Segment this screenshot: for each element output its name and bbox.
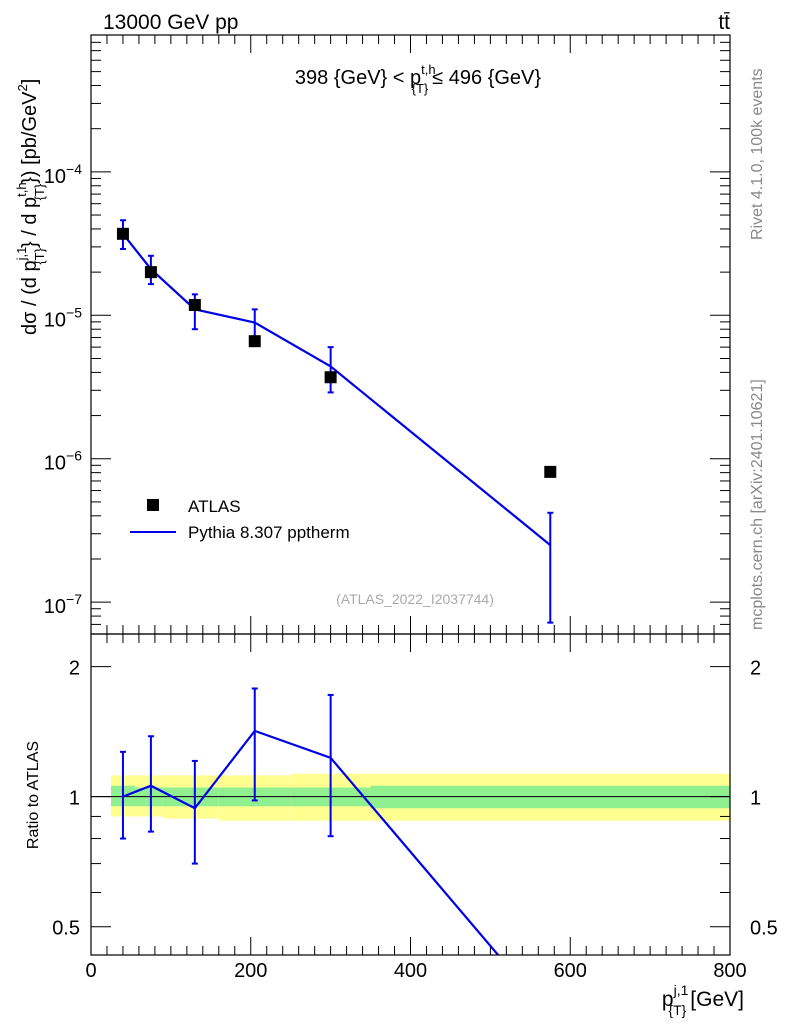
ratio-y-tick-label-right: 1: [750, 788, 761, 810]
main-series: [116, 219, 557, 624]
legend-pythia-label: Pythia 8.307 pptherm: [188, 523, 350, 542]
ratio-y-tick-label: 2: [69, 658, 80, 680]
x-tick-label: 0: [85, 960, 96, 982]
ratio-line: [122, 729, 500, 955]
main-y-axis-label: dσ / (d pj,1 {T}} / d pt,h {T}}) [pb/GeV2]: [14, 79, 47, 335]
atlas-point: [544, 465, 557, 478]
analysis-id-label: (ATLAS_2022_I2037744): [336, 591, 494, 607]
ratio-axis-ticks: [90, 634, 731, 955]
y-tick-label: 10−7: [44, 591, 82, 618]
mcplots-label: mcplots.cern.ch [arXiv:2401.10621]: [749, 379, 766, 630]
ratio-y-tick-label-right: 2: [750, 658, 761, 680]
legend: ATLAS Pythia 8.307 pptherm: [130, 497, 350, 542]
main-frame: [90, 34, 731, 635]
process-label: tt̄: [718, 11, 730, 34]
legend-atlas-marker: [147, 499, 159, 511]
main-axis-ticks: [90, 35, 731, 635]
ratio-frame: [90, 633, 731, 956]
main-panel: 10−7 10−6 10−5 10−4 398 {GeV} < pt,h {T} ≤…: [14, 34, 731, 635]
atlas-point: [324, 371, 337, 384]
y-tick-label: 10−5: [44, 304, 82, 331]
x-tick-label: 600: [554, 960, 587, 982]
ratio-y-axis-label: Ratio to ATLAS: [25, 741, 42, 849]
ratio-bands: [91, 773, 730, 821]
ratio-panel: 0.5 0.5 1 1 2 2 0 200 400 600 800 Ratio to ATLAS p…: [25, 633, 778, 1018]
pythia-line: [122, 233, 551, 546]
ratio-series: [119, 687, 500, 955]
x-tick-label: 800: [713, 960, 746, 982]
collision-energy-label: 13000 GeV pp: [103, 11, 238, 34]
rivet-version-label: Rivet 4.1.0, 100k events: [749, 68, 766, 240]
y-tick-label: 10−4: [44, 161, 82, 188]
atlas-point: [116, 227, 129, 240]
main-y-tick-labels: 10−7 10−6 10−5 10−4: [44, 161, 82, 618]
x-tick-label: 200: [234, 960, 267, 982]
ratio-tick-labels: 0.5 0.5 1 1 2 2 0 200 400 600 800: [52, 658, 778, 982]
y-tick-label: 10−6: [44, 448, 82, 475]
legend-atlas-label: ATLAS: [188, 497, 241, 516]
atlas-point: [144, 266, 157, 279]
ratio-y-tick-label: 1: [69, 788, 80, 810]
atlas-point: [188, 298, 201, 311]
ratio-y-tick-label: 0.5: [52, 918, 80, 940]
ratio-y-tick-label-right: 0.5: [750, 918, 778, 940]
atlas-point: [248, 335, 261, 348]
x-tick-label: 400: [394, 960, 427, 982]
panel-title: 398 {GeV} < pt,h {T} ≤ 496 {GeV}: [295, 62, 541, 96]
x-axis-label: pj,1 {T} [GeV]: [662, 982, 744, 1018]
